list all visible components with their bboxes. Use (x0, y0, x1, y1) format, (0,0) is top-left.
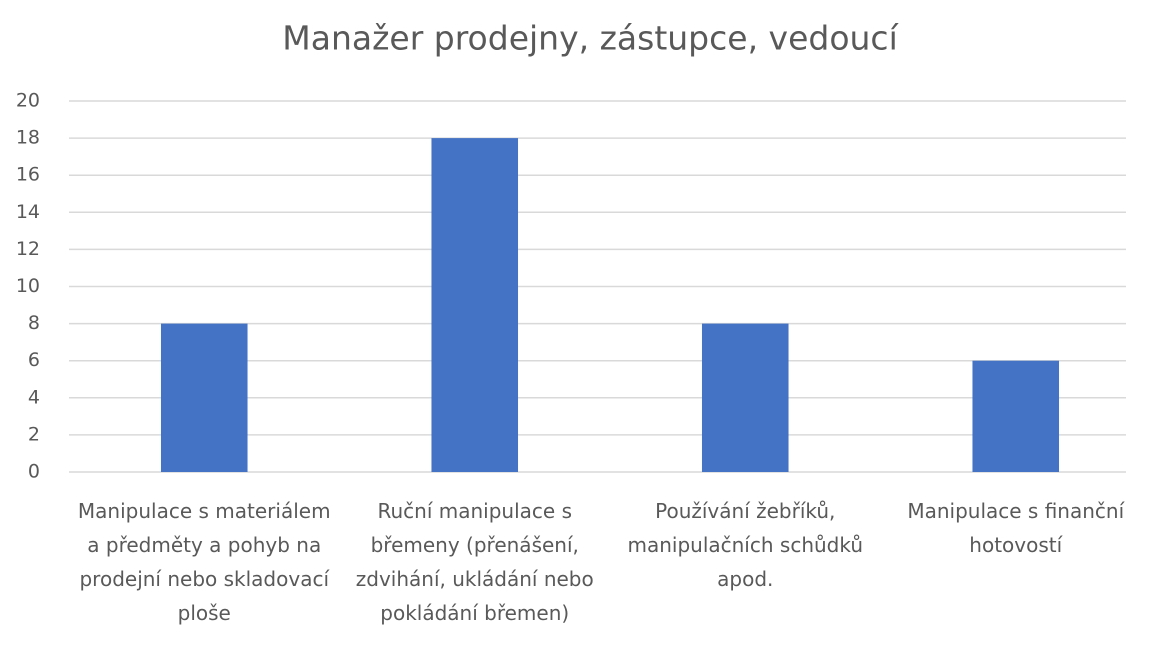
bar (160, 323, 248, 472)
y-tick-label: 8 (28, 312, 40, 334)
x-tick-label: Manipulace s materiálem a předměty a poh… (77, 499, 331, 625)
y-tick-label: 4 (28, 386, 40, 408)
x-tick-label: Ruční manipulace s břemeny (přenášení, z… (355, 499, 594, 625)
chart-title: Manažer prodejny, zástupce, vedoucí (282, 19, 899, 58)
y-tick-label: 2 (28, 423, 40, 445)
y-tick-label: 12 (16, 238, 40, 260)
y-tick-label: 6 (28, 349, 40, 371)
y-tick-label: 18 (16, 127, 40, 149)
y-tick-label: 10 (16, 275, 40, 297)
y-tick-label: 20 (16, 90, 40, 112)
x-tick-label: Manipulace s finanční hotovostí (907, 499, 1125, 557)
bar (701, 323, 789, 472)
y-tick-label: 0 (28, 461, 40, 483)
x-tick-label: Používání žebříků, manipulačních schůdků… (627, 499, 864, 591)
y-tick-label: 14 (16, 201, 40, 223)
bar (972, 360, 1060, 472)
y-tick-label: 16 (16, 164, 40, 186)
bar (431, 138, 519, 472)
